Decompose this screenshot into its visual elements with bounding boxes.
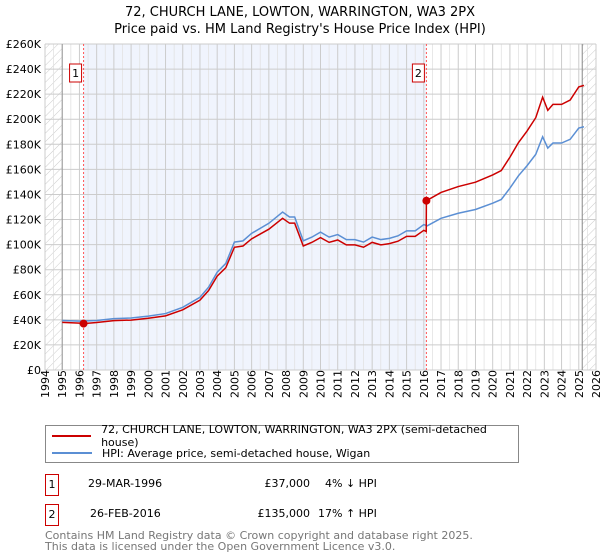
y-tick-label: £100K (6, 239, 42, 252)
subtitle-line: Price paid vs. HM Land Registry's House … (114, 22, 486, 37)
x-tick-label: 2016 (418, 370, 431, 398)
x-tick-label: 1999 (125, 370, 138, 398)
title-line: 72, CHURCH LANE, LOWTON, WARRINGTON, WA3… (124, 5, 476, 20)
legend-label: 72, CHURCH LANE, LOWTON, WARRINGTON, WA3… (101, 423, 487, 449)
x-tick-label: 2019 (469, 370, 482, 398)
y-tick-label: £120K (6, 214, 42, 227)
y-tick-label: £140K (6, 188, 42, 201)
y-tick-label: £60K (13, 289, 42, 302)
y-tick-label: £80K (13, 264, 42, 277)
red-line-swatch (52, 435, 92, 437)
footer: Contains HM Land Registry data © Crown c… (45, 530, 473, 552)
x-tick-label: 1998 (108, 370, 121, 398)
x-tick-label: 2012 (349, 370, 362, 398)
y-tick-label: £240K (6, 63, 42, 76)
x-tick-label: 2018 (452, 370, 465, 398)
y-tick-label: £220K (6, 88, 42, 101)
y-tick-label: £200K (6, 113, 42, 126)
x-tick-label: 2004 (211, 370, 224, 398)
x-tick-label: 2011 (332, 370, 345, 398)
y-tick-label: £180K (6, 138, 42, 151)
x-tick-label: 1995 (56, 370, 69, 398)
sale-hpi-diff: 4% ↓ HPI (325, 477, 377, 490)
sale-point (79, 319, 88, 328)
x-tick-label: 2002 (177, 370, 190, 398)
shaded-period (83, 44, 427, 370)
sale-price: £37,000 (264, 477, 311, 490)
price-chart: 1994 1995 1996 1997 1998 1999 2000 2001 2002 2003… (6, 38, 600, 398)
hatched-region-right (582, 44, 596, 370)
x-tick-label: 2025 (573, 370, 586, 398)
sale-date: 26-FEB-2016 (90, 507, 161, 520)
x-tick-label: 2003 (194, 370, 207, 398)
sale-marker-badge: 1 (45, 474, 59, 496)
y-tick-label: £260K (6, 38, 42, 51)
legend-item-hpi: HPI: Average price, semi-detached house,… (52, 445, 370, 461)
x-tick-label: 2015 (401, 370, 414, 398)
sale-marker-box (69, 63, 83, 83)
sale-price: £135,000 (257, 507, 311, 520)
footer-line: Contains HM Land Registry data © Crown c… (45, 529, 473, 542)
x-tick-label: 2010 (315, 370, 328, 398)
x-tick-label: 2008 (280, 370, 293, 398)
x-tick-label: 2023 (538, 370, 551, 398)
x-tick-label: 2000 (142, 370, 155, 398)
y-tick-label: £40K (13, 314, 42, 327)
legend: 72, CHURCH LANE, LOWTON, WARRINGTON, WA3… (45, 423, 519, 463)
sale-marker-label: 2 (415, 67, 422, 80)
x-tick-label: 2022 (521, 370, 534, 398)
hpi-line (62, 126, 585, 322)
sale-marker-box (411, 63, 425, 83)
x-tick-label: 2026 (590, 370, 600, 398)
x-tick-label: 1997 (91, 370, 104, 398)
x-tick-label: 2020 (487, 370, 500, 398)
x-tick-label: 2007 (263, 370, 276, 398)
sale-date: 29-MAR-1996 (88, 477, 163, 490)
x-tick-label: 2024 (556, 370, 569, 398)
footer-line: This data is licensed under the Open Gov… (45, 540, 396, 553)
x-tick-label: 2009 (297, 370, 310, 398)
sale-marker-label: 1 (72, 67, 79, 80)
y-tick-label: £20K (13, 339, 42, 352)
sale-marker-badge: 2 (45, 504, 59, 526)
legend-item-property: 72, CHURCH LANE, LOWTON, WARRINGTON, WA3… (52, 423, 518, 449)
sale-hpi-diff: 17% ↑ HPI (318, 507, 377, 520)
y-tick-label: £160K (6, 163, 42, 176)
x-tick-label: 2006 (246, 370, 259, 398)
x-tick-label: 2021 (504, 370, 517, 398)
sale-point (422, 196, 431, 205)
x-tick-label: 1996 (73, 370, 86, 398)
x-tick-label: 2013 (366, 370, 379, 398)
legend-label: HPI: Average price, semi-detached house,… (102, 446, 371, 460)
chart-title: 72, CHURCH LANE, LOWTON, WARRINGTON, WA3… (0, 4, 600, 38)
x-tick-label: 2017 (435, 370, 448, 398)
x-tick-label: 2005 (228, 370, 241, 398)
x-tick-label: 2001 (160, 370, 173, 398)
blue-line-swatch (52, 452, 92, 454)
y-tick-label: £0 (27, 364, 41, 377)
price-paid-line (62, 84, 585, 325)
x-tick-label: 2014 (383, 370, 396, 398)
x-tick-label: 1994 (39, 370, 52, 398)
